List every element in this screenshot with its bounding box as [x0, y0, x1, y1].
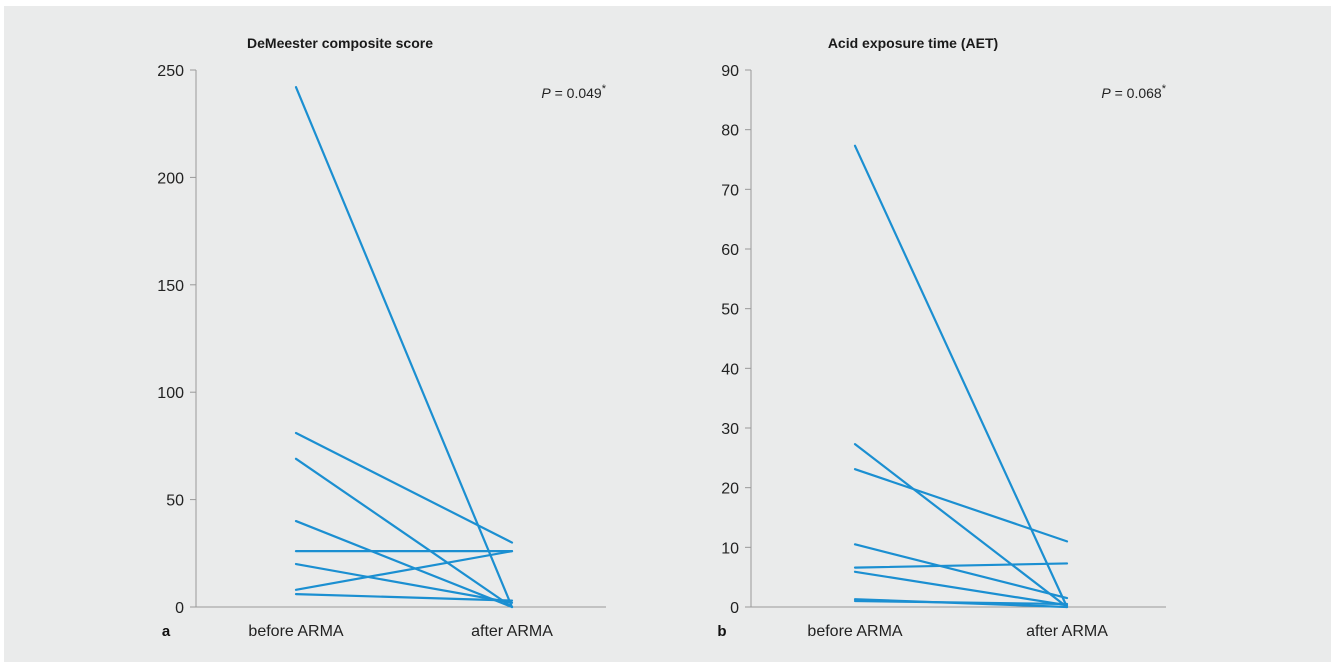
y-tick-label: 250 — [157, 63, 184, 80]
series-line — [853, 443, 1069, 609]
y-tick-label: 10 — [721, 540, 739, 557]
x-category-label: after ARMA — [1026, 623, 1108, 640]
y-tick-label: 50 — [166, 493, 184, 510]
x-category-label: before ARMA — [248, 623, 343, 640]
p-value-mark: * — [602, 83, 607, 95]
series-line — [294, 457, 514, 609]
chart-panel-b: Acid exposure time (AET) 0 10 20 30 40 50 60 70 8… — [717, 35, 1166, 640]
y-tick-label: 70 — [721, 182, 739, 199]
x-category-label: before ARMA — [807, 623, 902, 640]
series-line — [853, 468, 1069, 543]
y-tick-label: 50 — [721, 302, 739, 319]
y-tick-label: 150 — [157, 278, 184, 295]
figure-background — [4, 6, 1331, 662]
y-tick-label: 20 — [721, 481, 739, 498]
y-tick-label: 0 — [175, 600, 184, 617]
panel-letter: b — [717, 623, 726, 640]
series-line — [294, 550, 514, 591]
y-tick-label: 40 — [721, 361, 739, 378]
y-tick-label: 60 — [721, 242, 739, 259]
series-line — [294, 431, 514, 544]
p-value-annotation: P = 0.049* — [541, 83, 606, 101]
chart-title: Acid exposure time (AET) — [828, 35, 998, 51]
y-tick-label: 0 — [730, 600, 739, 617]
series-line — [294, 519, 514, 609]
y-tick-label: 80 — [721, 123, 739, 140]
chart-panel-a: DeMeester composite score 0 50 100 150 200 250… — [157, 35, 606, 640]
x-category-label: after ARMA — [471, 623, 553, 640]
series-line — [853, 562, 1069, 569]
p-value-annotation: P = 0.068* — [1101, 83, 1166, 101]
series-line — [853, 599, 1069, 606]
p-value-mark: * — [1162, 83, 1167, 95]
series-line — [294, 86, 514, 609]
chart-title: DeMeester composite score — [247, 35, 433, 51]
y-tick-label: 90 — [721, 63, 739, 80]
y-tick-label: 100 — [157, 385, 184, 402]
panel-letter: a — [162, 623, 171, 640]
series-line — [853, 144, 1069, 609]
p-value-number: = 0.049 — [551, 85, 602, 101]
y-tick-label: 200 — [157, 170, 184, 187]
series-line — [853, 570, 1069, 607]
p-value-number: = 0.068 — [1111, 85, 1162, 101]
y-tick-label: 30 — [721, 421, 739, 438]
p-value-prefix: P — [1101, 85, 1111, 101]
series-line — [853, 543, 1069, 600]
p-value-prefix: P — [541, 85, 551, 101]
series-line — [294, 562, 514, 604]
series-line — [294, 593, 514, 602]
